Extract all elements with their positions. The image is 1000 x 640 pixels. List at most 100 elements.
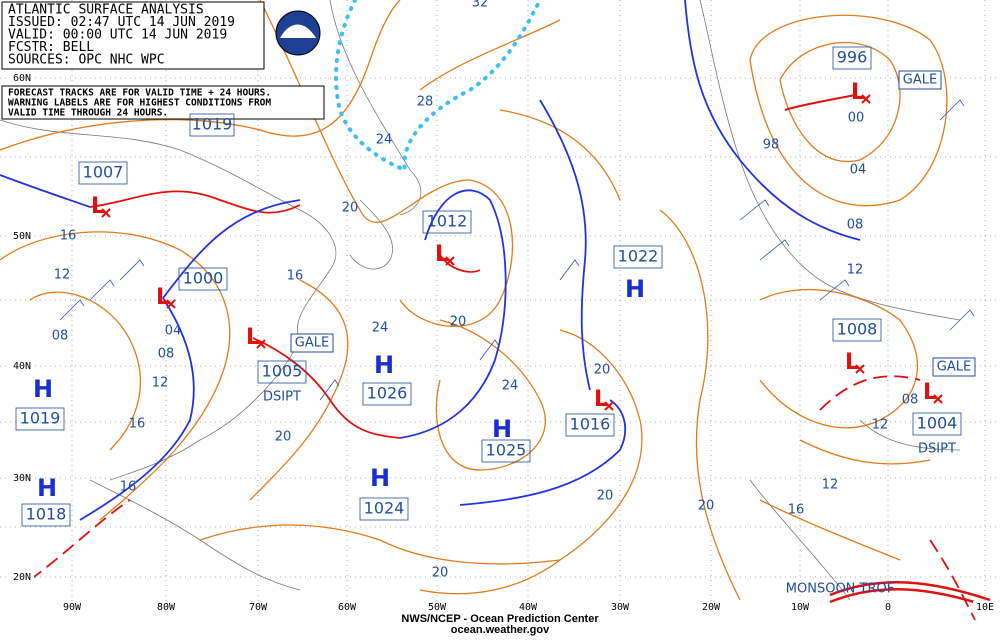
isobar-label: 12 [872, 418, 889, 433]
lon-label: 50W [428, 602, 447, 613]
lon-label-bg [60, 601, 84, 613]
isobar-label: 08 [158, 347, 175, 362]
isobar-label: 20 [450, 315, 467, 330]
lat-label: 40N [13, 361, 31, 372]
isobar-label: 28 [417, 95, 434, 110]
coastlines [0, 0, 961, 601]
isobar-label: 16 [287, 269, 304, 284]
lat-label-bg [10, 571, 34, 583]
isobar-label: 12 [152, 376, 169, 391]
lat-label: 30N [13, 473, 31, 484]
lon-label: 80W [157, 602, 176, 613]
pressure-label: 1005 [262, 362, 303, 381]
boxed-label: 1019 [192, 115, 233, 134]
isobar-label: 04 [165, 324, 182, 339]
low-center-x [861, 94, 871, 104]
note-line: VALID TIME THROUGH 24 HOURS. [8, 108, 168, 119]
isobar-label: 20 [275, 430, 292, 445]
low-center-x [855, 364, 865, 374]
isobar-label: 16 [60, 229, 77, 244]
pressure-label: 1016 [570, 415, 611, 434]
pressure-label: 1026 [367, 384, 408, 403]
lon-label-bg [608, 601, 632, 613]
pressure-label-box [257, 360, 307, 384]
high-symbol: H [33, 375, 53, 403]
lon-label-bg [788, 601, 812, 613]
high-symbol: H [374, 351, 394, 379]
lat-label-bg [10, 360, 34, 372]
isobar-label: 16 [129, 417, 146, 432]
isobar-label: 20 [432, 566, 449, 581]
lon-label: 10W [791, 602, 810, 613]
warning-label: GALE [937, 360, 971, 375]
low-symbol: L [435, 242, 449, 267]
isobar-label: 20 [597, 489, 614, 504]
warning-label: GALE [295, 336, 329, 351]
isobar-label: 98 [763, 138, 780, 153]
lon-label-bg [246, 601, 270, 613]
status-label: DSIPT [918, 442, 956, 457]
lon-label-bg [876, 601, 900, 613]
pressure-label: 1024 [364, 499, 405, 518]
warning-box [932, 357, 976, 377]
lon-label-bg [699, 601, 723, 613]
header-box [1, 1, 265, 70]
pressure-label-box [912, 412, 962, 436]
isobar-label: 20 [698, 499, 715, 514]
pressure-label-box [359, 497, 409, 521]
lon-label-bg [154, 601, 178, 613]
lon-label: 10E [976, 602, 994, 613]
lon-label-bg [335, 601, 359, 613]
low-symbol: L [91, 194, 105, 219]
lat-label-bg [10, 472, 34, 484]
wind-barbs [59, 99, 975, 401]
status-label: DSIPT [263, 390, 301, 405]
pressure-label-box [15, 407, 65, 431]
isobar-label: 12 [822, 478, 839, 493]
pressure-label: 1022 [618, 247, 659, 266]
pressure-label: 1008 [837, 320, 878, 339]
pressure-label: 1025 [486, 441, 527, 460]
lat-label: 50N [13, 231, 31, 242]
lat-label: 20N [13, 572, 31, 583]
high-symbol: H [625, 275, 645, 303]
lon-label: 20W [702, 602, 721, 613]
high-symbol: H [492, 415, 512, 443]
warning-box [290, 333, 334, 353]
isobar-label: 16 [788, 503, 805, 518]
isobar-label: 32 [472, 0, 489, 11]
low-center-x [166, 299, 176, 309]
pressure-label-box [178, 267, 228, 291]
low-center-x [933, 394, 943, 404]
pressure-label-box [613, 245, 663, 269]
isobar-label: 20 [594, 363, 611, 378]
lat-label-bg [10, 72, 34, 84]
isobar-label: 16 [120, 480, 137, 495]
pressure-label-box [422, 210, 472, 234]
low-symbol: L [845, 350, 859, 375]
low-center-x [256, 339, 266, 349]
pressure-label: 1018 [26, 505, 67, 524]
pressure-label: 1004 [917, 414, 958, 433]
low-center-x [604, 401, 614, 411]
pressure-label-box [565, 413, 615, 437]
low-symbol: L [156, 285, 170, 310]
lon-label: 30W [611, 602, 630, 613]
lon-label: 0 [885, 602, 891, 613]
lon-label: 90W [63, 602, 82, 613]
isobar-label: 08 [847, 218, 864, 233]
pressure-label: 1012 [427, 212, 468, 231]
footer-line: ocean.weather.gov [451, 624, 550, 636]
note-box [1, 85, 325, 120]
lat-label: 60N [13, 73, 31, 84]
lon-label: 70W [249, 602, 268, 613]
lon-label-bg [516, 601, 540, 613]
high-symbol: H [37, 474, 57, 502]
front-label: MONSOON TROF [786, 582, 894, 597]
pressure-label-box [481, 439, 531, 463]
pressure-label: 1000 [183, 269, 224, 288]
isobar-label: 20 [342, 201, 359, 216]
boxed-label-box [189, 113, 235, 137]
isobar-label: 24 [372, 321, 389, 336]
